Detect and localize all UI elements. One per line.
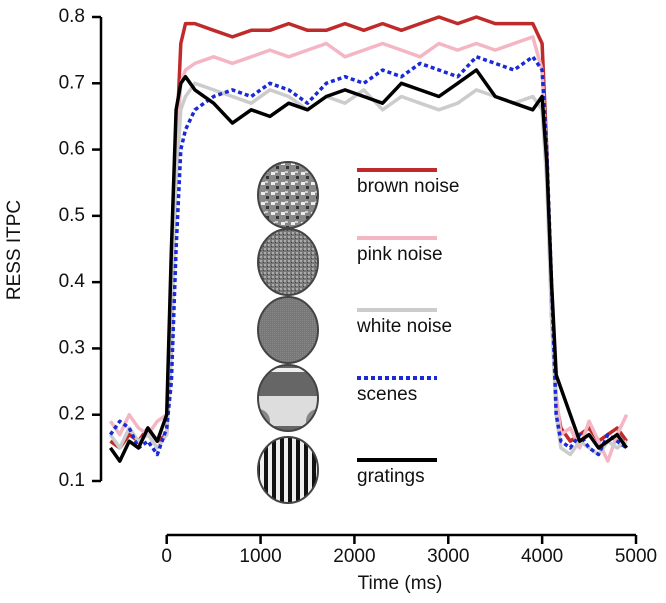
- y-tick-label: 0.7: [59, 72, 85, 93]
- y-tick-label: 0.4: [59, 271, 86, 292]
- legend-label: pink noise: [357, 244, 443, 265]
- x-tick-label: 1000: [239, 546, 281, 567]
- legend-label: scenes: [357, 384, 417, 405]
- x-tick-label: 5000: [615, 546, 657, 567]
- icon: [257, 364, 319, 432]
- y-axis-label: RESS ITPC: [4, 200, 25, 300]
- legend-label: white noise: [356, 316, 452, 337]
- legend-label: brown noise: [357, 176, 459, 197]
- x-tick-label: 0: [161, 546, 172, 567]
- y-tick-label: 0.5: [59, 205, 85, 226]
- icon: [257, 228, 319, 296]
- y-tick-label: 0.3: [59, 337, 85, 358]
- y-tick-label: 0.6: [59, 139, 85, 160]
- legend-icons: [257, 161, 319, 504]
- icon: [257, 161, 319, 229]
- y-tick-label: 0.8: [59, 6, 85, 27]
- x-axis-label: Time (ms): [358, 573, 443, 594]
- x-tick-label: 2000: [333, 546, 375, 567]
- icon: [257, 296, 319, 364]
- x-tick-label: 4000: [521, 546, 563, 567]
- icon: [257, 436, 319, 504]
- x-tick-label: 3000: [427, 546, 469, 567]
- y-tick-label: 0.1: [59, 470, 85, 491]
- legend-label: gratings: [357, 466, 425, 487]
- y-tick-label: 0.2: [59, 404, 85, 425]
- series-line: [108, 68, 629, 463]
